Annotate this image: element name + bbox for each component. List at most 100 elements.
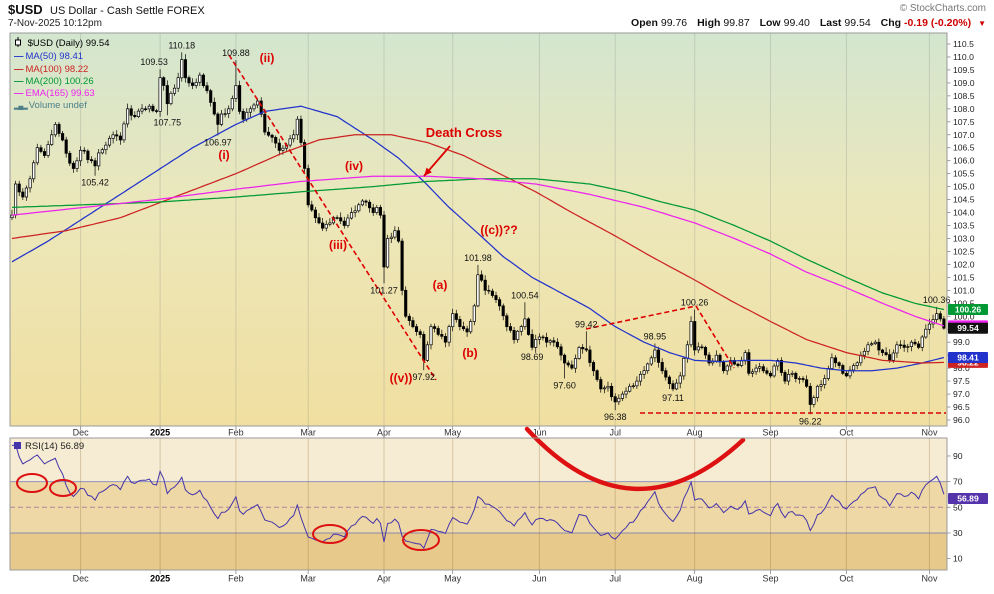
ema165-line-icon: — (14, 88, 24, 100)
svg-text:May: May (444, 428, 462, 438)
legend-ema165: EMA(165) 99.63 (25, 88, 95, 100)
svg-text:(iv): (iv) (345, 159, 363, 173)
svg-text:109.0: 109.0 (953, 78, 975, 88)
svg-text:96.0: 96.0 (953, 415, 970, 425)
svg-text:103.5: 103.5 (953, 221, 975, 231)
svg-text:Jul: Jul (609, 574, 621, 584)
chevron-down-icon[interactable]: ▼ (978, 19, 986, 28)
svg-text:109.5: 109.5 (953, 65, 975, 75)
svg-text:Aug: Aug (687, 428, 703, 438)
svg-text:30: 30 (953, 528, 963, 538)
low-label: Low (759, 17, 781, 29)
svg-text:109.88: 109.88 (222, 48, 250, 58)
svg-text:(i): (i) (218, 148, 229, 162)
svg-text:97.5: 97.5 (953, 376, 970, 386)
svg-text:106.5: 106.5 (953, 143, 975, 153)
svg-text:101.98: 101.98 (464, 253, 492, 263)
svg-text:50: 50 (953, 502, 963, 512)
svg-text:Jul: Jul (609, 428, 621, 438)
svg-text:107.5: 107.5 (953, 117, 975, 127)
svg-text:97.11: 97.11 (662, 393, 684, 403)
moving-average-lines (11, 105, 945, 372)
svg-text:Jun: Jun (532, 428, 547, 438)
timestamp: 7-Nov-2025 10:12pm (8, 18, 102, 29)
svg-text:98.41: 98.41 (957, 353, 979, 363)
svg-text:Death Cross: Death Cross (426, 125, 503, 140)
svg-text:99.42: 99.42 (575, 319, 598, 329)
high-label: High (697, 17, 721, 29)
symbol: $USD (8, 2, 43, 17)
chg-label: Chg (880, 17, 902, 29)
svg-text:102.0: 102.0 (953, 259, 975, 269)
quote-bar: Open 99.76 High 99.87 Low 99.40 Last 99.54 C… (624, 17, 986, 29)
svg-text:97.0: 97.0 (953, 389, 970, 399)
svg-text:Nov: Nov (921, 428, 938, 438)
svg-text:Dec: Dec (73, 574, 90, 584)
svg-text:96.5: 96.5 (953, 402, 970, 412)
svg-text:((v)): ((v)) (390, 371, 413, 385)
svg-text:Feb: Feb (228, 574, 244, 584)
svg-text:101.5: 101.5 (953, 272, 975, 282)
rsi-pane-background (10, 438, 947, 570)
svg-text:10: 10 (953, 554, 963, 564)
svg-text:107.0: 107.0 (953, 130, 975, 140)
chg-value: -0.19 (-0.20%) (904, 17, 972, 29)
svg-text:(ii): (ii) (260, 51, 275, 65)
svg-text:110.0: 110.0 (953, 52, 974, 62)
svg-text:98.69: 98.69 (521, 352, 544, 362)
svg-text:Feb: Feb (228, 428, 244, 438)
svg-text:Jun: Jun (532, 574, 547, 584)
svg-text:100.5: 100.5 (953, 298, 975, 308)
svg-text:Aug: Aug (687, 574, 703, 584)
rsi-line (11, 443, 945, 550)
svg-text:2025: 2025 (150, 428, 170, 438)
svg-text:(iii): (iii) (329, 238, 347, 252)
open-value: 99.76 (660, 17, 688, 29)
svg-text:97.92: 97.92 (413, 372, 436, 382)
stockcharts-credit: © StockCharts.com (899, 3, 986, 14)
main-pane-background (10, 33, 947, 426)
svg-text:108.5: 108.5 (953, 91, 975, 101)
svg-text:104.0: 104.0 (953, 208, 975, 218)
svg-text:Apr: Apr (377, 428, 391, 438)
high-value: 99.87 (723, 17, 750, 29)
last-label: Last (819, 17, 842, 29)
svg-text:105.5: 105.5 (953, 169, 975, 179)
svg-text:Oct: Oct (839, 428, 854, 438)
svg-text:Mar: Mar (300, 428, 316, 438)
rsi-legend: RSI(14) 56.89 (14, 441, 84, 452)
svg-text:Sep: Sep (763, 428, 779, 438)
svg-text:110.5: 110.5 (953, 39, 974, 49)
svg-text:96.22: 96.22 (799, 416, 822, 426)
ma100-line-icon: — (14, 63, 24, 75)
svg-text:96.38: 96.38 (604, 412, 627, 422)
svg-text:98.0: 98.0 (953, 363, 970, 373)
svg-text:Sep: Sep (763, 574, 779, 584)
open-label: Open (631, 17, 658, 29)
svg-text:100.0: 100.0 (953, 311, 975, 321)
svg-text:98.95: 98.95 (644, 332, 667, 342)
chart-title: US Dollar - Cash Settle FOREX (50, 5, 205, 17)
main-legend: $USD (Daily) 99.54 — MA(50) 98.41 — MA(100… (14, 37, 109, 114)
chart-header: $USD US Dollar - Cash Settle FOREX (8, 2, 205, 17)
svg-text:101.0: 101.0 (953, 285, 975, 295)
svg-text:100.26: 100.26 (681, 298, 709, 308)
rsi-legend-label: RSI(14) 56.89 (25, 441, 85, 452)
svg-text:103.0: 103.0 (953, 233, 975, 243)
svg-text:107.75: 107.75 (154, 117, 182, 127)
svg-text:101.27: 101.27 (370, 285, 398, 295)
svg-text:100.36: 100.36 (923, 295, 951, 305)
svg-text:104.5: 104.5 (953, 195, 975, 205)
svg-text:((c))??: ((c))?? (480, 223, 517, 237)
svg-text:109.53: 109.53 (140, 57, 168, 67)
svg-text:105.0: 105.0 (953, 182, 975, 192)
svg-text:56.89: 56.89 (957, 493, 979, 503)
svg-text:70: 70 (953, 477, 963, 487)
legend-ma50: MA(50) 98.41 (25, 51, 84, 63)
svg-text:99.54: 99.54 (957, 323, 979, 333)
svg-text:Nov: Nov (921, 574, 938, 584)
legend-symbol: $USD (Daily) 99.54 (27, 38, 110, 49)
svg-text:99.0: 99.0 (953, 337, 970, 347)
